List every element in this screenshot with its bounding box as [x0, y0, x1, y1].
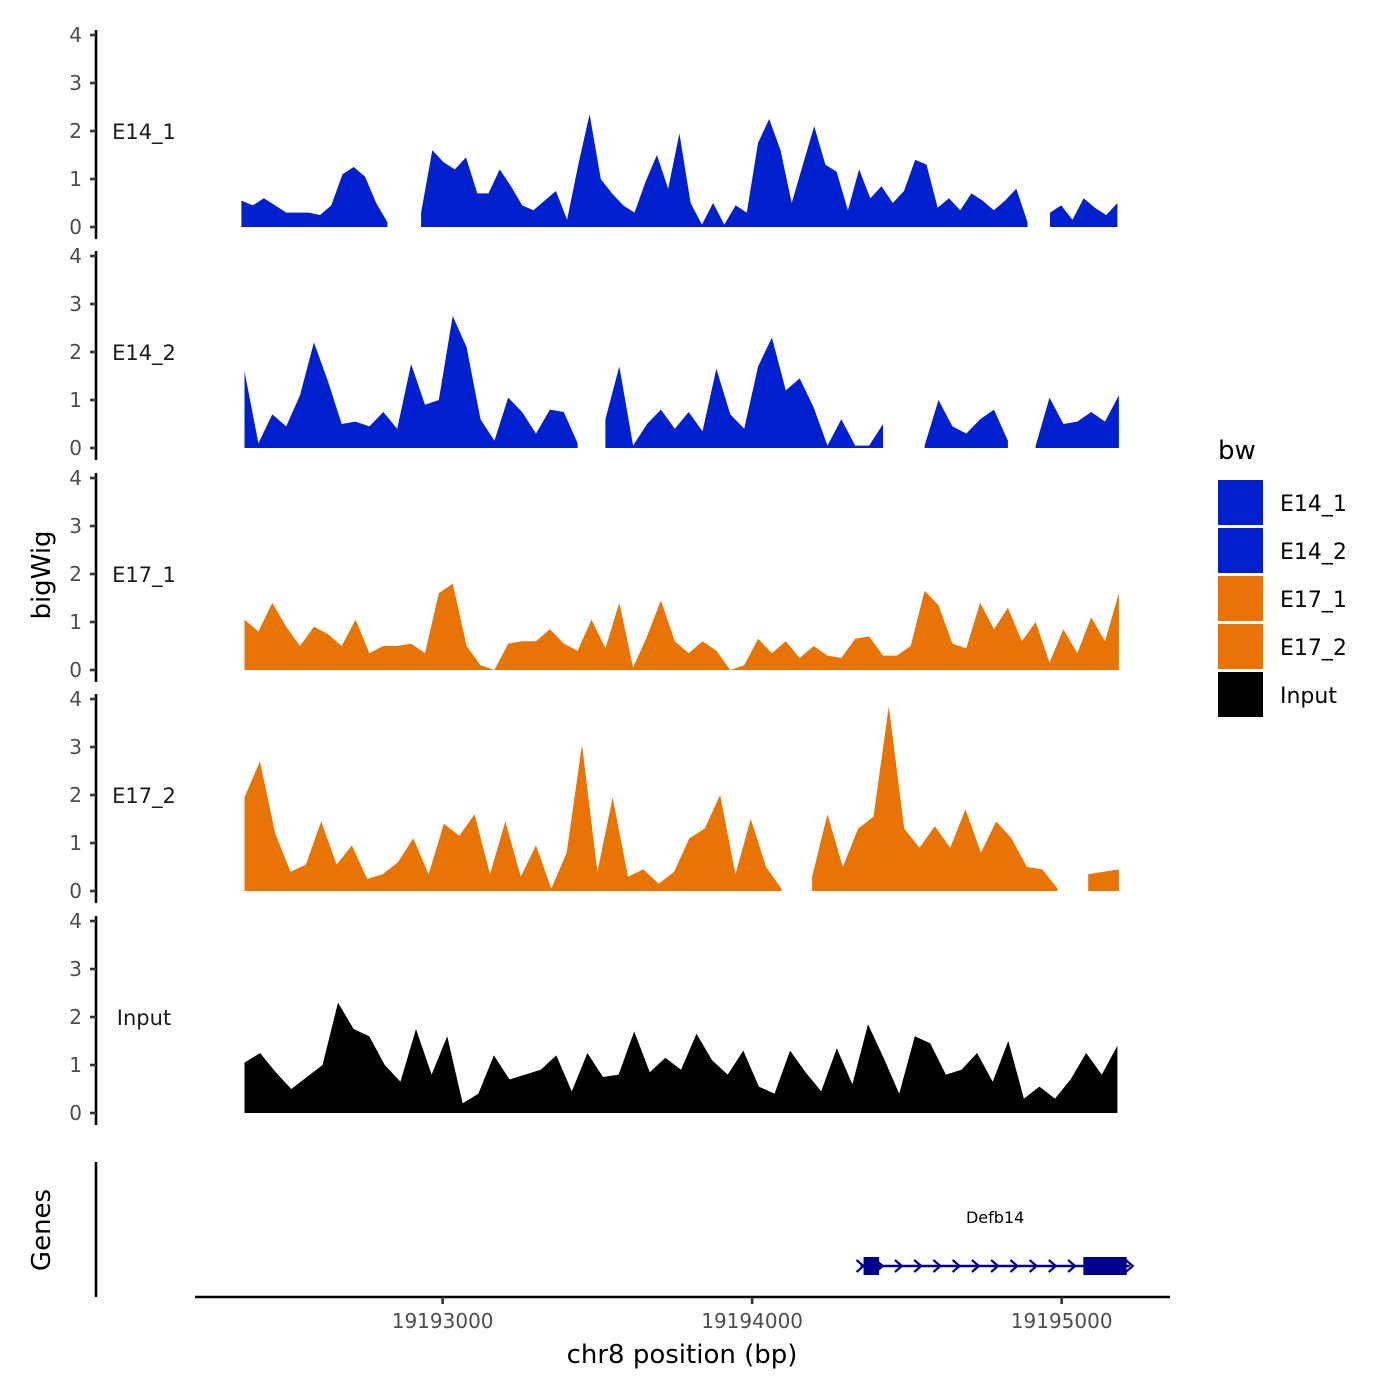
area-e14-2 — [924, 400, 1008, 448]
y-tick-label: 3 — [69, 735, 82, 759]
track-label: E17_1 — [112, 563, 176, 588]
y-tick-label: 3 — [69, 292, 82, 316]
y-tick-label: 1 — [69, 831, 82, 855]
y-tick-label: 1 — [69, 388, 82, 412]
strand-arrow — [932, 1259, 943, 1273]
track-e14-2: 0 1 2 3 4 E14_2 — [69, 244, 1119, 460]
y-tick-label: 2 — [69, 340, 82, 364]
y-tick-label: 3 — [69, 957, 82, 981]
y-tick-label: 4 — [69, 244, 82, 268]
y-tick-label: 3 — [69, 514, 82, 538]
legend-title: bw — [1218, 436, 1256, 466]
area-e14-2 — [1035, 395, 1119, 448]
area-e14-2 — [605, 337, 883, 448]
y-axis-title: bigWig — [27, 530, 57, 619]
y-tick-label: 0 — [69, 215, 82, 239]
area-e14-1 — [421, 114, 1028, 227]
area-e17-2 — [244, 744, 782, 891]
y-tick-label: 0 — [69, 1101, 82, 1125]
y-tick-label: 0 — [69, 658, 82, 682]
legend-key — [1218, 480, 1263, 525]
genes-panel: Genes Defb14 — [27, 1162, 1135, 1297]
area-e14-1 — [1050, 198, 1118, 227]
exon — [1083, 1257, 1127, 1275]
y-tick-label: 3 — [69, 71, 82, 95]
y-tick-label: 4 — [69, 909, 82, 933]
bigwig-tracks: 0 1 2 3 4 E14_1 0 1 2 3 4 E14_2 0 1 2 3 4 E17_1 0 1 2 3 4 E17_2… — [69, 23, 1119, 1125]
legend-key — [1218, 672, 1263, 717]
y-tick-label: 1 — [69, 610, 82, 634]
track-input: 0 1 2 3 4 Input — [69, 909, 1118, 1125]
y-tick-label: 1 — [69, 1053, 82, 1077]
legend-key — [1218, 576, 1263, 621]
x-tick-label: 19193000 — [392, 1309, 494, 1333]
legend-key — [1218, 624, 1263, 669]
track-e17-1: 0 1 2 3 4 E17_1 — [69, 466, 1119, 682]
y-tick-label: 2 — [69, 783, 82, 807]
y-tick-label: 0 — [69, 436, 82, 460]
area-e14-1 — [241, 167, 388, 227]
strand-arrow — [1067, 1259, 1077, 1273]
strand-arrow — [1125, 1259, 1135, 1273]
y-tick-label: 4 — [69, 687, 82, 711]
legend-label: E17_2 — [1280, 636, 1347, 661]
strand-arrow — [894, 1259, 904, 1273]
strand-arrow — [951, 1259, 962, 1273]
area-e14-2 — [244, 316, 578, 448]
track-label: E14_2 — [112, 341, 176, 366]
y-tick-label: 2 — [69, 562, 82, 586]
y-tick-label: 1 — [69, 167, 82, 191]
strand-arrow — [1048, 1259, 1058, 1273]
track-label: E17_2 — [112, 784, 176, 809]
area-e17-2 — [1088, 869, 1119, 891]
track-label: E14_1 — [112, 120, 176, 145]
area-e17-2 — [812, 706, 1058, 891]
strand-arrow — [1028, 1259, 1039, 1273]
x-tick-label: 19195000 — [1011, 1309, 1113, 1333]
area-e17-1 — [244, 583, 1119, 670]
legend: bw E14_1 E14_2 E17_1 E17_2 Input — [1218, 436, 1347, 717]
legend-label: E17_1 — [1280, 588, 1347, 613]
track-e17-2: 0 1 2 3 4 E17_2 — [69, 687, 1119, 903]
y-tick-label: 0 — [69, 879, 82, 903]
gene-label: Defb14 — [966, 1208, 1024, 1227]
strand-arrow — [971, 1259, 981, 1273]
legend-label: E14_1 — [1280, 492, 1347, 517]
x-axis: 19193000 19194000 19195000 — [195, 1295, 1170, 1333]
strand-arrow — [990, 1259, 1000, 1273]
strand-arrow — [855, 1259, 866, 1273]
track-label: Input — [117, 1006, 171, 1030]
strand-arrow — [1009, 1259, 1020, 1273]
y-tick-label: 4 — [69, 466, 82, 490]
exon — [863, 1257, 880, 1275]
legend-label: Input — [1280, 684, 1337, 709]
x-tick-label: 19194000 — [701, 1309, 803, 1333]
track-e14-1: 0 1 2 3 4 E14_1 — [69, 23, 1118, 239]
area-input — [244, 1002, 1118, 1113]
y-tick-label: 2 — [69, 119, 82, 143]
legend-label: E14_2 — [1280, 540, 1347, 565]
x-axis-title: chr8 position (bp) — [567, 1340, 798, 1370]
y-tick-label: 4 — [69, 23, 82, 47]
legend-key — [1218, 528, 1263, 573]
strand-arrow — [913, 1259, 923, 1273]
genes-axis-title: Genes — [27, 1189, 57, 1271]
y-tick-label: 2 — [69, 1005, 82, 1029]
